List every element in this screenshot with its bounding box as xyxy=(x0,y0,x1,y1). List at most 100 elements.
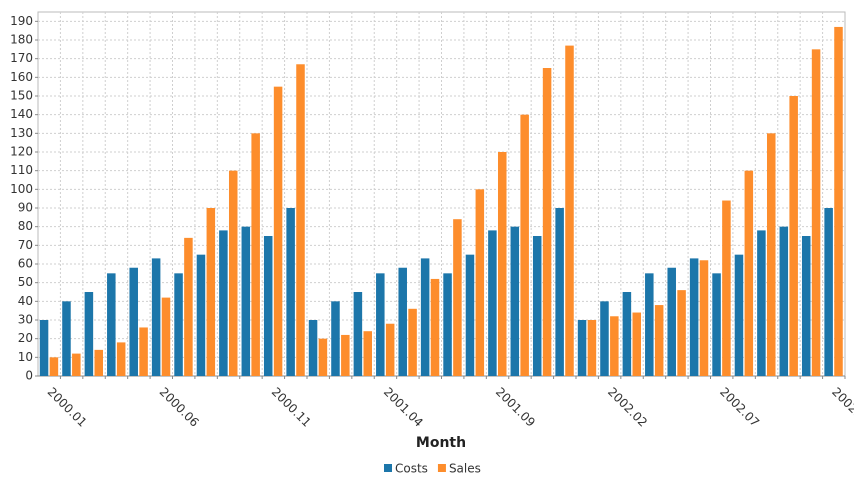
y-tick-label: 180 xyxy=(10,33,33,47)
legend-label: Sales xyxy=(449,462,481,476)
y-tick-label: 10 xyxy=(18,350,33,364)
bar xyxy=(667,267,676,376)
x-axis-title: Month xyxy=(416,435,466,451)
bar xyxy=(654,305,664,376)
y-tick-label: 0 xyxy=(25,369,33,383)
bar xyxy=(376,273,385,376)
bar xyxy=(779,226,789,376)
bar xyxy=(341,334,350,376)
bar xyxy=(811,49,821,376)
bar xyxy=(151,258,161,376)
bar xyxy=(420,258,430,376)
bar xyxy=(331,301,340,376)
bar xyxy=(555,208,564,376)
bar xyxy=(318,338,328,376)
bar xyxy=(542,68,552,376)
bar xyxy=(600,301,609,376)
y-tick-label: 30 xyxy=(18,313,33,327)
bar xyxy=(488,230,497,376)
bar xyxy=(241,226,251,376)
bar xyxy=(196,254,206,376)
bar xyxy=(228,170,238,376)
bar xyxy=(824,208,833,376)
bar xyxy=(116,342,126,376)
bar xyxy=(129,267,138,376)
x-tick-label: 2002.02 xyxy=(605,385,650,430)
bar xyxy=(39,320,49,376)
x-tick-label: 2002.07 xyxy=(717,385,762,430)
x-tick-label: 2001.04 xyxy=(381,385,426,430)
y-tick-label: 160 xyxy=(10,70,33,84)
bar xyxy=(532,236,542,376)
x-tick-label: 2000.06 xyxy=(157,385,202,430)
bar xyxy=(251,133,260,376)
y-tick-label: 130 xyxy=(10,126,33,140)
bar xyxy=(744,170,754,376)
bar xyxy=(722,200,731,376)
bar xyxy=(219,230,228,376)
bar xyxy=(398,267,407,376)
bar xyxy=(465,254,475,376)
bar xyxy=(801,236,811,376)
bar xyxy=(286,208,295,376)
y-tick-label: 80 xyxy=(18,219,33,233)
bar xyxy=(453,219,462,376)
bar xyxy=(62,301,71,376)
bar xyxy=(107,273,116,376)
y-tick-label: 140 xyxy=(10,107,33,121)
y-tick-label: 90 xyxy=(18,201,33,215)
bar xyxy=(174,273,183,376)
bar xyxy=(565,45,574,376)
legend-swatch xyxy=(437,464,446,472)
y-tick-label: 40 xyxy=(18,294,33,308)
bar xyxy=(273,86,283,377)
bar xyxy=(834,26,843,377)
x-tick-label: 2001.09 xyxy=(493,385,538,430)
bar xyxy=(72,353,81,376)
bar xyxy=(699,260,709,376)
bar xyxy=(677,290,686,376)
bar xyxy=(84,292,94,376)
bar xyxy=(184,237,193,376)
bar xyxy=(622,292,632,376)
bar xyxy=(497,152,507,376)
bar xyxy=(94,349,104,376)
y-tick-label: 120 xyxy=(10,145,33,159)
y-tick-label: 20 xyxy=(18,331,33,345)
bar xyxy=(632,312,642,376)
bar xyxy=(263,236,273,376)
bar xyxy=(430,278,440,376)
bar xyxy=(789,96,798,376)
y-tick-label: 190 xyxy=(10,14,33,28)
bar xyxy=(353,292,363,376)
bar xyxy=(766,133,776,376)
bar xyxy=(408,308,417,376)
bar xyxy=(475,189,485,376)
x-tick-label: 2002.12 xyxy=(829,385,854,430)
x-tick-label: 2000.11 xyxy=(269,385,314,430)
y-tick-label: 100 xyxy=(10,182,33,196)
bar xyxy=(161,297,171,376)
bar xyxy=(49,357,59,376)
bar xyxy=(385,323,395,376)
bar xyxy=(206,208,216,376)
bar xyxy=(712,273,721,376)
bar xyxy=(308,320,318,376)
legend-swatch xyxy=(384,464,392,472)
bar xyxy=(689,258,699,376)
y-tick-label: 60 xyxy=(18,257,33,271)
x-tick-label: 2000.01 xyxy=(45,385,90,430)
bar xyxy=(296,64,305,377)
bar xyxy=(734,254,744,376)
y-tick-label: 110 xyxy=(10,163,33,177)
bar xyxy=(645,273,654,376)
bar xyxy=(757,230,766,376)
y-tick-label: 150 xyxy=(10,89,33,103)
bar xyxy=(610,316,619,376)
bar xyxy=(443,273,452,376)
bar xyxy=(139,327,148,376)
y-tick-label: 50 xyxy=(18,275,33,289)
y-tick-label: 70 xyxy=(18,238,33,252)
bar xyxy=(587,320,597,376)
